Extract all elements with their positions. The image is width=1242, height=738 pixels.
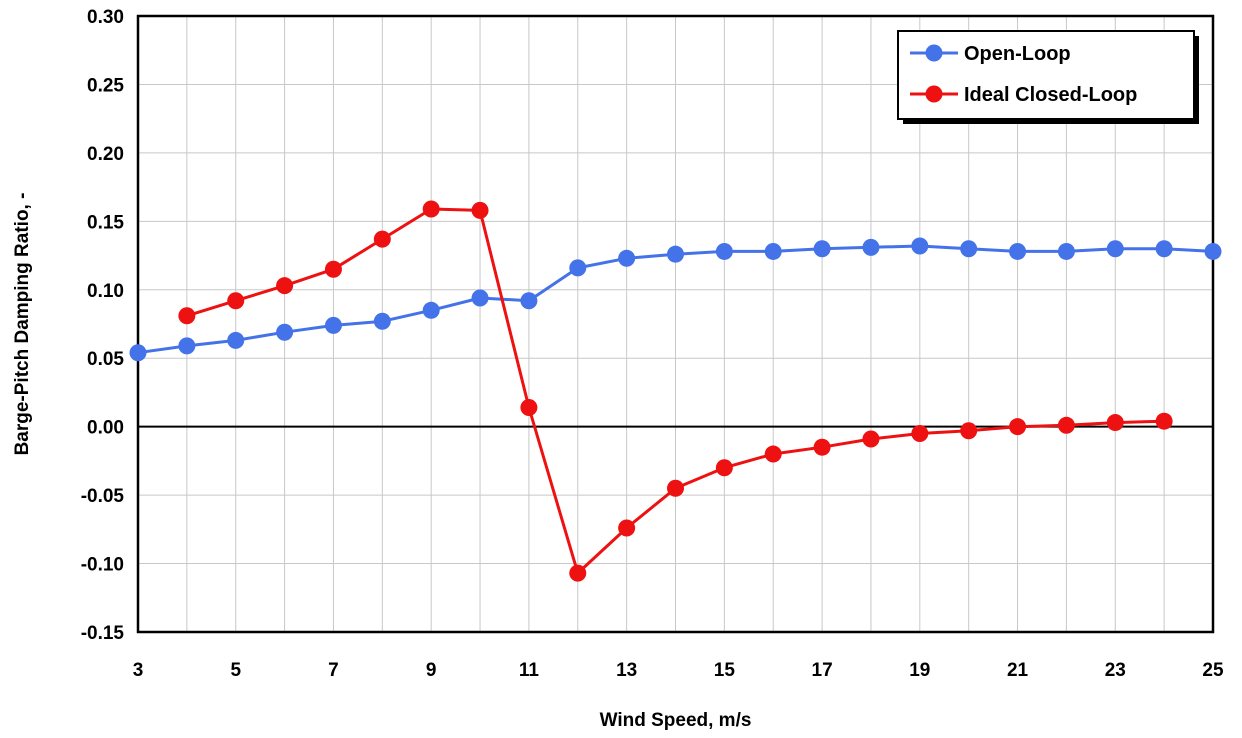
- data-point: [1009, 418, 1027, 436]
- data-point: [813, 438, 831, 456]
- x-tick-label: 3: [133, 660, 144, 681]
- data-point: [715, 242, 733, 260]
- data-point: [764, 445, 782, 463]
- y-tick-label: 0.10: [87, 281, 124, 302]
- data-point: [862, 430, 880, 448]
- legend-marker: [925, 85, 943, 103]
- y-tick-label: 0.20: [87, 144, 124, 165]
- data-point: [569, 259, 587, 277]
- series-layer: [129, 200, 1222, 582]
- legend-marker: [925, 44, 943, 62]
- x-tick-label: 5: [230, 660, 241, 681]
- data-point: [178, 337, 196, 355]
- data-point: [1155, 412, 1173, 430]
- y-tick-label: 0.25: [87, 75, 124, 96]
- x-tick-label: 21: [1007, 660, 1029, 681]
- x-tick-label: 13: [616, 660, 637, 681]
- data-point: [911, 237, 929, 255]
- data-point: [324, 316, 342, 334]
- data-point: [178, 307, 196, 325]
- data-point: [715, 459, 733, 477]
- data-point: [520, 399, 538, 417]
- x-tick-labels: 3 5 7 9 11 13 15 17 19 21 23 25: [133, 660, 1224, 681]
- data-point: [227, 331, 245, 349]
- data-point: [422, 301, 440, 319]
- series-open-loop: [129, 237, 1222, 362]
- data-point: [520, 292, 538, 310]
- y-tick-label: 0.05: [87, 349, 124, 370]
- data-point: [1057, 242, 1075, 260]
- y-tick-labels: -0.15 -0.10 -0.05 0.00 0.05 0.10 0.15 0.20 0.25 0…: [81, 7, 125, 644]
- data-point: [764, 242, 782, 260]
- x-tick-label: 11: [519, 660, 540, 681]
- data-point: [1204, 242, 1222, 260]
- x-tick-label: 17: [812, 660, 833, 681]
- data-point: [813, 240, 831, 258]
- data-point: [276, 323, 294, 341]
- legend-label: Open-Loop: [964, 43, 1071, 65]
- data-point: [373, 312, 391, 330]
- legend: Open-Loop Ideal Closed-Loop: [897, 30, 1199, 124]
- data-point: [227, 292, 245, 310]
- y-tick-label: -0.10: [81, 555, 124, 576]
- legend-item: Open-Loop: [910, 43, 1071, 65]
- x-tick-label: 19: [909, 660, 930, 681]
- data-point: [422, 200, 440, 218]
- y-tick-label: 0.00: [87, 418, 124, 439]
- data-point: [129, 344, 147, 362]
- y-tick-label: 0.15: [87, 212, 124, 233]
- legend-label: Ideal Closed-Loop: [964, 84, 1137, 106]
- y-tick-label: -0.15: [81, 623, 125, 644]
- plot-area-border: [136, 14, 1215, 634]
- data-point: [1106, 240, 1124, 258]
- data-point: [667, 245, 684, 263]
- data-point: [618, 519, 636, 537]
- x-tick-label: 23: [1105, 660, 1126, 681]
- x-tick-label: 9: [426, 660, 437, 681]
- data-point: [1106, 414, 1124, 432]
- data-point: [569, 564, 587, 582]
- x-tick-label: 25: [1202, 660, 1224, 681]
- data-point: [1057, 416, 1075, 434]
- data-point: [471, 289, 489, 307]
- series-ideal-closed-loop: [178, 200, 1173, 582]
- y-tick-label: 0.30: [87, 7, 124, 28]
- data-point: [276, 277, 294, 295]
- x-tick-label: 15: [714, 660, 736, 681]
- data-point: [373, 230, 391, 248]
- y-axis-title: Barge-Pitch Damping Ratio, -: [12, 193, 33, 456]
- data-point: [862, 238, 880, 256]
- data-point: [324, 260, 342, 278]
- data-point: [960, 240, 978, 258]
- x-tick-label: 7: [328, 660, 339, 681]
- data-point: [960, 422, 978, 440]
- legend-item: Ideal Closed-Loop: [910, 84, 1137, 106]
- data-point: [1009, 242, 1027, 260]
- legend-box: [897, 30, 1195, 120]
- x-axis-title: Wind Speed, m/s: [600, 710, 752, 731]
- y-tick-label: -0.05: [81, 486, 125, 507]
- data-point: [618, 249, 636, 267]
- data-point: [1155, 240, 1173, 258]
- data-point: [911, 425, 929, 443]
- data-point: [471, 201, 489, 219]
- data-point: [667, 479, 684, 497]
